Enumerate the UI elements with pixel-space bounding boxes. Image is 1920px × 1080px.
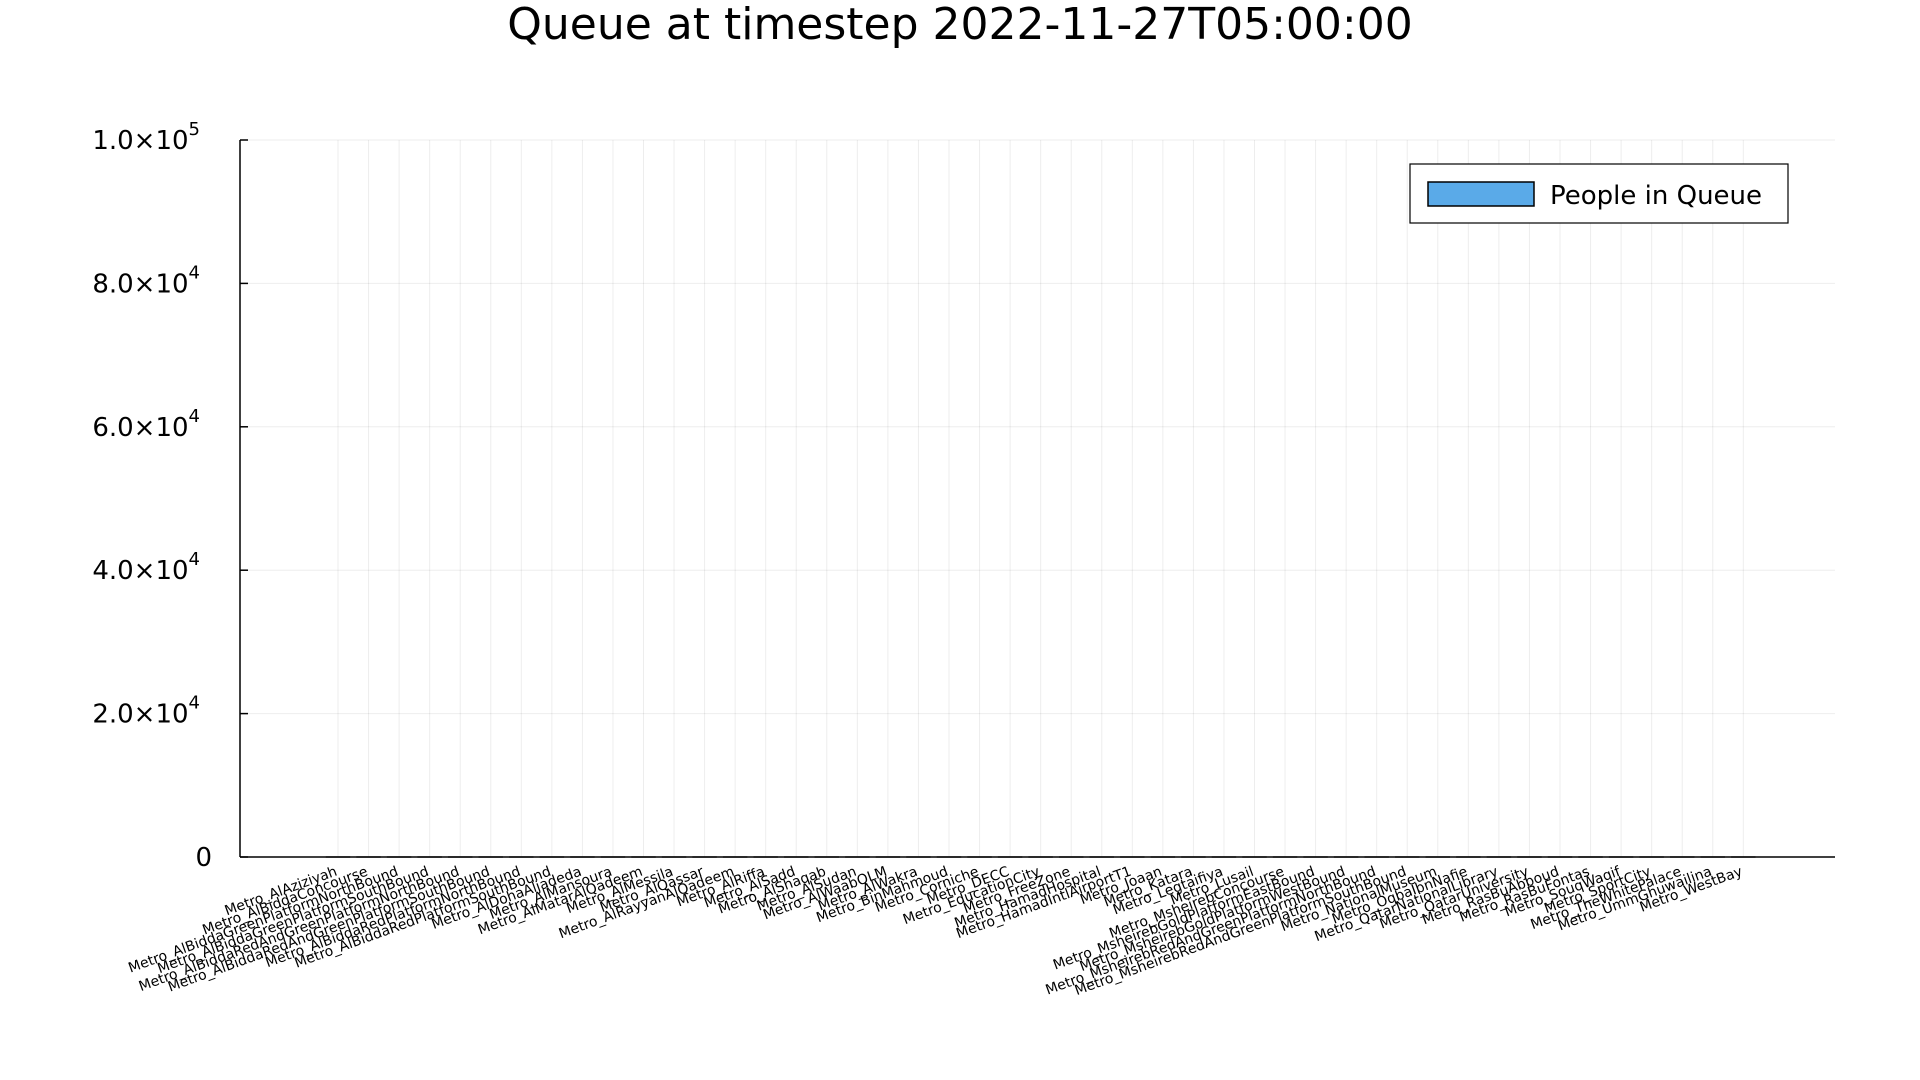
axes	[239, 140, 1835, 858]
y-tick-label: 0	[195, 843, 212, 873]
legend-swatch	[1427, 181, 1535, 207]
grid-lines	[240, 139, 1835, 858]
y-tick-label: 2.0×104	[92, 693, 200, 730]
legend-label: People in Queue	[1550, 181, 1762, 211]
y-tick-label: 8.0×104	[92, 262, 200, 299]
legend-box	[1409, 163, 1789, 224]
y-tick-label: 4.0×104	[92, 549, 200, 586]
y-tick-label: 1.0×105	[92, 119, 200, 156]
y-tick-label: 6.0×104	[92, 406, 200, 443]
x-axis-ticks: Metro_AlAziziyahMetro_AlBiddaConcourseMe…	[126, 863, 1744, 999]
y-axis-ticks: 0 2.0×104 4.0×104 6.0×104 8.0×104 1.0×105	[92, 119, 248, 873]
legend: People in Queue	[1409, 163, 1789, 224]
chart-title: Queue at timestep 2022-11-27T05:00:00	[507, 0, 1413, 50]
